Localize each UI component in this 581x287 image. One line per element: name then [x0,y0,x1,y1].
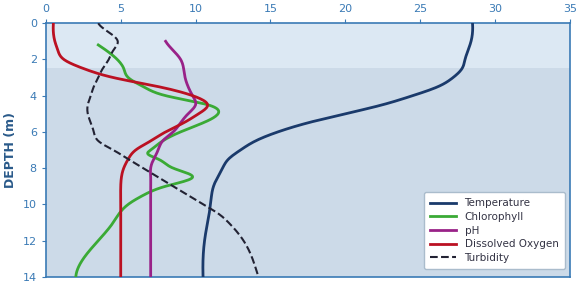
Bar [46,69,570,277]
Y-axis label: DEPTH (m): DEPTH (m) [4,112,17,188]
Legend: Temperature, Chlorophyll, pH, Dissolved Oxygen, Turbidity: Temperature, Chlorophyll, pH, Dissolved … [424,192,565,269]
